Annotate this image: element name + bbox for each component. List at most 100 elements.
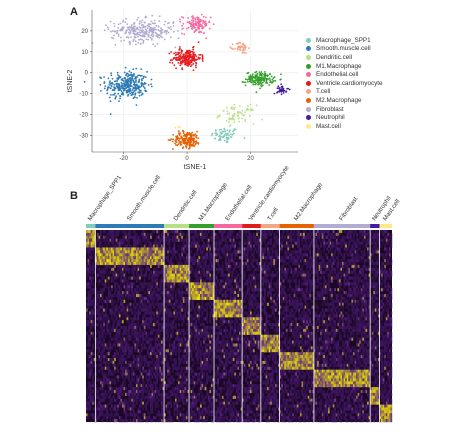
heatmap-cell [157, 404, 160, 408]
heatmap-cell [107, 366, 110, 370]
heatmap-cell [156, 331, 159, 335]
heatmap-cell [143, 358, 146, 362]
heatmap-cell [131, 349, 134, 353]
point [233, 112, 236, 115]
heatmap-cell [167, 311, 169, 315]
heatmap-cell [207, 241, 210, 245]
heatmap-cell [151, 256, 154, 260]
heatmap-cell [193, 291, 196, 295]
heatmap-cell [150, 235, 152, 239]
heatmap-cell [142, 355, 144, 359]
heatmap-cell [148, 343, 151, 347]
heatmap-cell [100, 241, 102, 245]
heatmap-cell [128, 392, 130, 397]
point [239, 111, 242, 114]
heatmap-cell [171, 294, 174, 298]
heatmap-cell [132, 398, 135, 402]
heatmap-cell [156, 328, 159, 333]
heatmap-cell [198, 276, 201, 280]
heatmap-cell [207, 250, 210, 254]
heatmap-cell [101, 355, 104, 359]
heatmap-cell [168, 308, 171, 312]
heatmap-cell [167, 378, 169, 382]
heatmap-cell [170, 419, 173, 423]
heatmap-cell [167, 410, 169, 414]
heatmap-cell [112, 317, 115, 321]
heatmap-cell [176, 410, 179, 414]
heatmap-cell [143, 416, 146, 420]
heatmap-cell [125, 419, 127, 423]
heatmap-cell [195, 279, 198, 283]
heatmap-cell [160, 381, 163, 385]
heatmap-cell [173, 349, 176, 353]
heatmap-cell [121, 320, 124, 324]
heatmap-cell [103, 282, 105, 286]
point [140, 68, 143, 70]
heatmap-cell [143, 291, 146, 295]
point [270, 75, 273, 78]
point [216, 133, 219, 136]
heatmap-cell [190, 302, 193, 306]
heatmap-cell [98, 256, 101, 260]
heatmap-cell [153, 273, 155, 277]
point [232, 114, 234, 117]
point [218, 138, 221, 140]
heatmap-cell [165, 404, 168, 408]
heatmap-cell [151, 282, 154, 286]
heatmap-cell [185, 416, 188, 420]
heatmap-cell [123, 404, 126, 408]
point [125, 84, 127, 87]
heatmap-cell [114, 308, 116, 312]
point [135, 79, 137, 82]
heatmap-cell [153, 305, 155, 309]
heatmap-cell [154, 247, 157, 251]
heatmap-cell [151, 419, 154, 423]
point [126, 82, 129, 85]
heatmap-cell [98, 349, 101, 353]
point [226, 141, 228, 144]
point [128, 77, 131, 80]
heatmap-cell [140, 247, 143, 251]
heatmap-cell [110, 314, 113, 318]
heatmap-cell [121, 326, 124, 330]
heatmap-cell [142, 314, 144, 318]
heatmap-cell [154, 317, 157, 321]
heatmap-cell [173, 317, 176, 321]
heatmap-cell [90, 381, 93, 385]
heatmap-cell [185, 349, 188, 353]
heatmap-cell [125, 398, 127, 402]
heatmap-cell [146, 419, 149, 423]
heatmap-cell [120, 372, 123, 376]
heatmap-cell [126, 285, 129, 289]
heatmap-cell [109, 407, 112, 411]
heatmap-cell [115, 253, 118, 257]
heatmap-cell [87, 302, 90, 306]
heatmap-cell [134, 404, 137, 408]
heatmap-cell [173, 363, 176, 367]
heatmap-cell [176, 404, 179, 408]
heatmap-cell [167, 253, 169, 257]
heatmap-cell [150, 378, 152, 382]
point [150, 78, 153, 81]
heatmap-cell [160, 419, 163, 423]
heatmap-cell [181, 416, 183, 420]
heatmap-cell [145, 308, 148, 312]
heatmap-cell [140, 270, 143, 274]
heatmap-cell [196, 279, 199, 283]
heatmap-cell [182, 247, 185, 251]
heatmap-cell [104, 282, 107, 286]
heatmap-cell [103, 328, 105, 333]
heatmap-cell [182, 390, 185, 394]
point [280, 73, 282, 76]
heatmap-cell [167, 250, 169, 254]
heatmap-cell [115, 270, 118, 274]
heatmap-cell [151, 337, 154, 341]
heatmap-cell [137, 314, 140, 318]
heatmap-cell [135, 288, 138, 292]
heatmap-cell [86, 404, 88, 408]
heatmap-cell [176, 384, 179, 388]
heatmap-cell [117, 323, 119, 327]
heatmap-cell [168, 407, 171, 411]
heatmap-cell [139, 390, 141, 394]
heatmap-cell [170, 276, 173, 280]
